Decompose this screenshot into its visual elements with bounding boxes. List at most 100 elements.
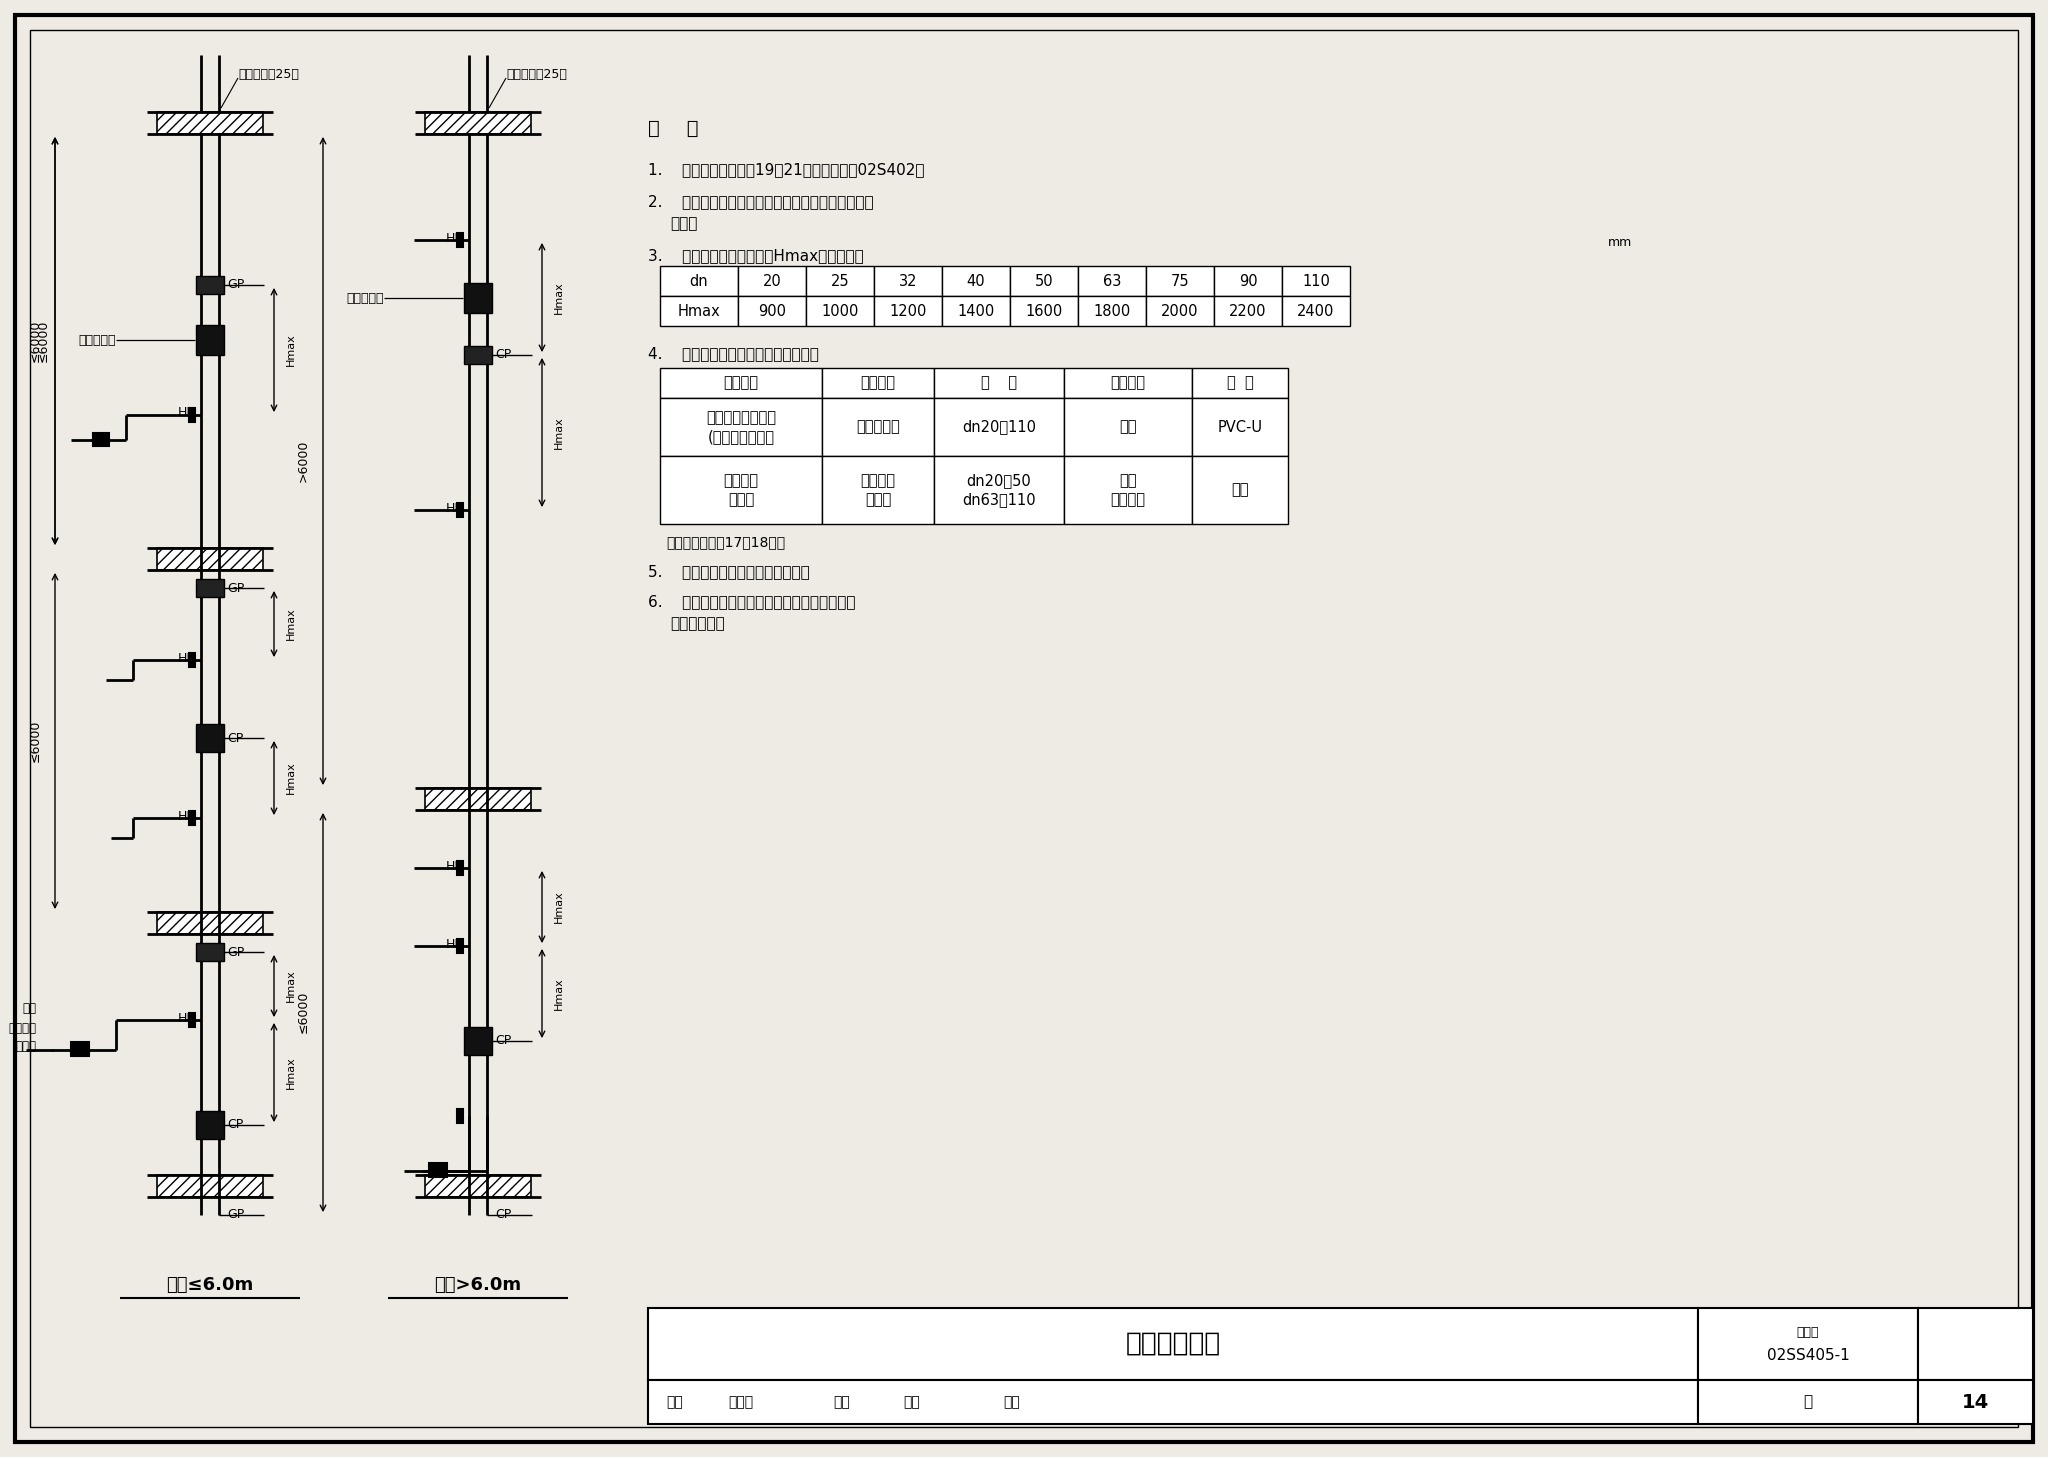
Text: 2400: 2400 — [1296, 303, 1335, 319]
Bar — [188, 653, 195, 667]
Bar — [457, 503, 463, 517]
Text: 2000: 2000 — [1161, 303, 1198, 319]
Bar — [934, 369, 1065, 398]
Bar — [1282, 296, 1350, 326]
Bar — [1147, 267, 1214, 296]
Text: 自審杜: 自審杜 — [727, 1394, 754, 1409]
Bar — [737, 267, 807, 296]
Text: 双向伸缩节: 双向伸缩节 — [346, 291, 385, 305]
Text: 1.    给水立管支承详见19～21页或国标图集02S402。: 1. 给水立管支承详见19～21页或国标图集02S402。 — [647, 163, 924, 178]
Bar — [197, 275, 223, 294]
Bar — [1010, 296, 1077, 326]
Text: 材  料: 材 料 — [1227, 376, 1253, 390]
Text: 校对: 校对 — [834, 1394, 850, 1409]
Text: ≤6000: ≤6000 — [29, 321, 43, 363]
Text: HP: HP — [446, 501, 463, 514]
Bar — [934, 398, 1065, 456]
Text: 水平管段上。: 水平管段上。 — [670, 616, 725, 631]
Bar — [465, 345, 492, 364]
Text: 球阀: 球阀 — [23, 1001, 37, 1014]
Text: dn63～110: dn63～110 — [963, 492, 1036, 507]
Text: ≤6000: ≤6000 — [297, 991, 309, 1033]
Text: 穿楼面详见25页: 穿楼面详见25页 — [238, 68, 299, 82]
Bar — [1065, 398, 1192, 456]
Bar — [465, 1027, 492, 1055]
Text: PVC-U: PVC-U — [1217, 420, 1262, 434]
Text: 上海半江: 上海半江 — [723, 474, 758, 488]
Text: 橡胶隔振: 橡胶隔振 — [8, 1021, 37, 1034]
Text: 页: 页 — [1804, 1394, 1812, 1409]
Bar — [874, 296, 942, 326]
Bar — [72, 1042, 88, 1056]
Text: ≤6000: ≤6000 — [37, 321, 49, 363]
Bar — [1698, 1308, 1919, 1380]
Bar — [1214, 296, 1282, 326]
Text: CP: CP — [496, 1208, 512, 1221]
Bar — [188, 1013, 195, 1027]
Bar — [197, 943, 223, 962]
Text: 产品名称: 产品名称 — [860, 376, 895, 390]
Text: 穿楼面详见25页: 穿楼面详见25页 — [506, 68, 567, 82]
Text: 图集号: 图集号 — [1796, 1326, 1819, 1339]
Text: 审核: 审核 — [666, 1394, 682, 1409]
Text: Hmax: Hmax — [555, 890, 563, 924]
Bar — [457, 938, 463, 953]
Text: 橡胶厂: 橡胶厂 — [727, 492, 754, 507]
Text: Hmax: Hmax — [555, 978, 563, 1010]
Text: Hmax: Hmax — [555, 417, 563, 449]
Text: (深圳）有限公司: (深圳）有限公司 — [707, 428, 774, 444]
Text: 40: 40 — [967, 274, 985, 288]
Bar — [874, 267, 942, 296]
Bar — [1192, 456, 1288, 525]
Bar — [807, 296, 874, 326]
Text: 50: 50 — [1034, 274, 1053, 288]
Text: HP: HP — [178, 810, 195, 823]
Bar — [197, 325, 223, 356]
Text: 90: 90 — [1239, 274, 1257, 288]
Text: 伸缩节: 伸缩节 — [864, 492, 891, 507]
Bar — [1919, 1308, 2034, 1380]
Text: 1200: 1200 — [889, 303, 926, 319]
Bar — [821, 398, 934, 456]
Bar — [1698, 1380, 1919, 1423]
Bar — [647, 1308, 1698, 1380]
Bar — [1282, 267, 1350, 296]
Text: 2200: 2200 — [1229, 303, 1268, 319]
Text: 南塑建材塑胶制品: 南塑建材塑胶制品 — [707, 409, 776, 425]
Text: 塑料伸缩节: 塑料伸缩节 — [856, 420, 899, 434]
Bar — [197, 578, 223, 597]
Text: 公司名称: 公司名称 — [723, 376, 758, 390]
Bar — [659, 267, 737, 296]
Bar — [188, 408, 195, 423]
Text: CP: CP — [496, 348, 512, 361]
Bar — [457, 1109, 463, 1123]
Text: dn20～50: dn20～50 — [967, 474, 1032, 488]
Text: 32: 32 — [899, 274, 918, 288]
Text: GP: GP — [227, 581, 244, 594]
Bar — [158, 1174, 262, 1198]
Text: 过滤器: 过滤器 — [14, 1039, 37, 1052]
Text: mm: mm — [1608, 236, 1632, 249]
Bar — [197, 724, 223, 752]
Text: 插接: 插接 — [1120, 420, 1137, 434]
Bar — [465, 283, 492, 313]
Bar — [1192, 398, 1288, 456]
Text: 1800: 1800 — [1094, 303, 1130, 319]
Text: 层高>6.0m: 层高>6.0m — [434, 1276, 522, 1294]
Bar — [659, 398, 821, 456]
Text: Hmax: Hmax — [678, 303, 721, 319]
Bar — [942, 296, 1010, 326]
Text: 1600: 1600 — [1026, 303, 1063, 319]
Text: 法兰连接: 法兰连接 — [1110, 492, 1145, 507]
Bar — [934, 456, 1065, 525]
Text: dn20～110: dn20～110 — [963, 420, 1036, 434]
Text: 层高≤6.0m: 层高≤6.0m — [166, 1276, 254, 1294]
Text: 20: 20 — [762, 274, 782, 288]
Text: 1000: 1000 — [821, 303, 858, 319]
Text: 双向伸缩节: 双向伸缩节 — [78, 334, 117, 347]
Text: 6.    支管朝上安装时，橡胶隔振过滤器应安装于: 6. 支管朝上安装时，橡胶隔振过滤器应安装于 — [647, 594, 856, 609]
Text: CP: CP — [227, 1119, 244, 1132]
Text: HP: HP — [446, 232, 463, 245]
Bar — [92, 433, 109, 446]
Bar — [158, 548, 262, 570]
